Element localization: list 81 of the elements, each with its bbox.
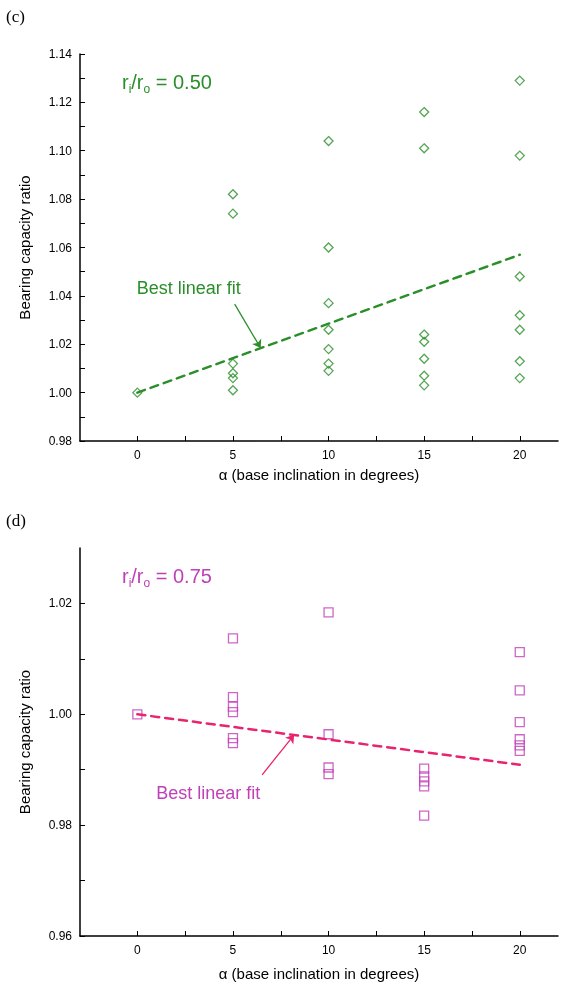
point: [227, 208, 239, 219]
point: [419, 810, 430, 821]
text: 1.00: [48, 707, 72, 722]
point: [227, 701, 239, 712]
x-tick-label: 0: [134, 448, 142, 462]
x-tick-label: 10: [321, 943, 336, 957]
point: [419, 380, 430, 391]
point: [419, 353, 430, 364]
point: [227, 737, 239, 749]
point: [514, 150, 525, 161]
point: [514, 745, 525, 757]
point: [323, 242, 334, 253]
point: [323, 607, 334, 618]
x-tick-label: 15: [417, 943, 432, 957]
point: [132, 709, 143, 720]
point: [419, 143, 430, 154]
y-tick-label: 0.98: [48, 818, 73, 833]
point: [514, 75, 525, 86]
y-tick-label: 0.96: [48, 929, 73, 943]
x-tick-label: 20: [513, 943, 527, 957]
point: [323, 762, 334, 773]
point: [514, 324, 525, 335]
point: [227, 372, 239, 384]
x-tick-label: 0: [134, 943, 142, 957]
y-tick-label: 1.02: [48, 337, 73, 352]
point: [514, 372, 525, 384]
point: [227, 633, 239, 644]
point: [227, 358, 239, 369]
x-axis-title: α (base inclination in degrees): [218, 965, 420, 982]
point: [419, 771, 430, 782]
point: [419, 336, 430, 347]
point: [323, 358, 334, 369]
y-tick-label: 1.04: [48, 288, 73, 303]
point: [514, 734, 525, 745]
y-axis-title: Bearing capacity ratio: [16, 175, 33, 320]
y-tick-label: 1.08: [48, 192, 73, 207]
text: 1.10: [48, 143, 72, 158]
point: [132, 387, 143, 398]
point: [227, 691, 239, 703]
chart-title: (c): [6, 7, 25, 26]
point: [514, 310, 525, 321]
annotation: Best linear fit: [156, 782, 261, 803]
x-tick-label: 20: [513, 448, 527, 462]
point: [323, 324, 334, 335]
point: [323, 365, 334, 377]
point: [419, 329, 430, 340]
point: [419, 370, 430, 381]
point: [514, 685, 525, 696]
point: [323, 729, 334, 740]
point: [227, 385, 239, 396]
text: 1.00: [48, 385, 72, 400]
point: [323, 135, 334, 147]
annotation: Best linear fit: [136, 278, 241, 299]
point: [514, 716, 525, 728]
y-tick-label: 1.12: [48, 95, 73, 110]
x-axis-title: α (base inclination in degrees): [218, 466, 420, 483]
chart-title: (d): [6, 511, 26, 530]
x-tick-label: 5: [229, 448, 237, 462]
point: [419, 106, 430, 118]
point: [514, 271, 525, 282]
y-tick-label: 1.02: [48, 596, 73, 611]
point: [227, 189, 239, 200]
x-tick-label: 5: [229, 943, 237, 957]
point: [323, 343, 334, 355]
x-tick-label: 10: [321, 448, 336, 462]
point: [419, 781, 430, 792]
point: [419, 776, 430, 787]
point: [227, 732, 239, 744]
point: [227, 706, 239, 718]
point: [514, 647, 525, 658]
point: [514, 740, 525, 751]
y-axis-title: Bearing capacity ratio: [16, 669, 33, 815]
point: [323, 297, 334, 309]
y-tick-label: 1.06: [48, 240, 73, 255]
point: [227, 368, 239, 379]
point: [323, 769, 334, 780]
y-tick-label: 0.98: [48, 434, 73, 448]
y-tick-label: 1.14: [48, 47, 73, 61]
point: [419, 763, 430, 774]
x-tick-label: 15: [417, 448, 432, 462]
point: [514, 356, 525, 367]
